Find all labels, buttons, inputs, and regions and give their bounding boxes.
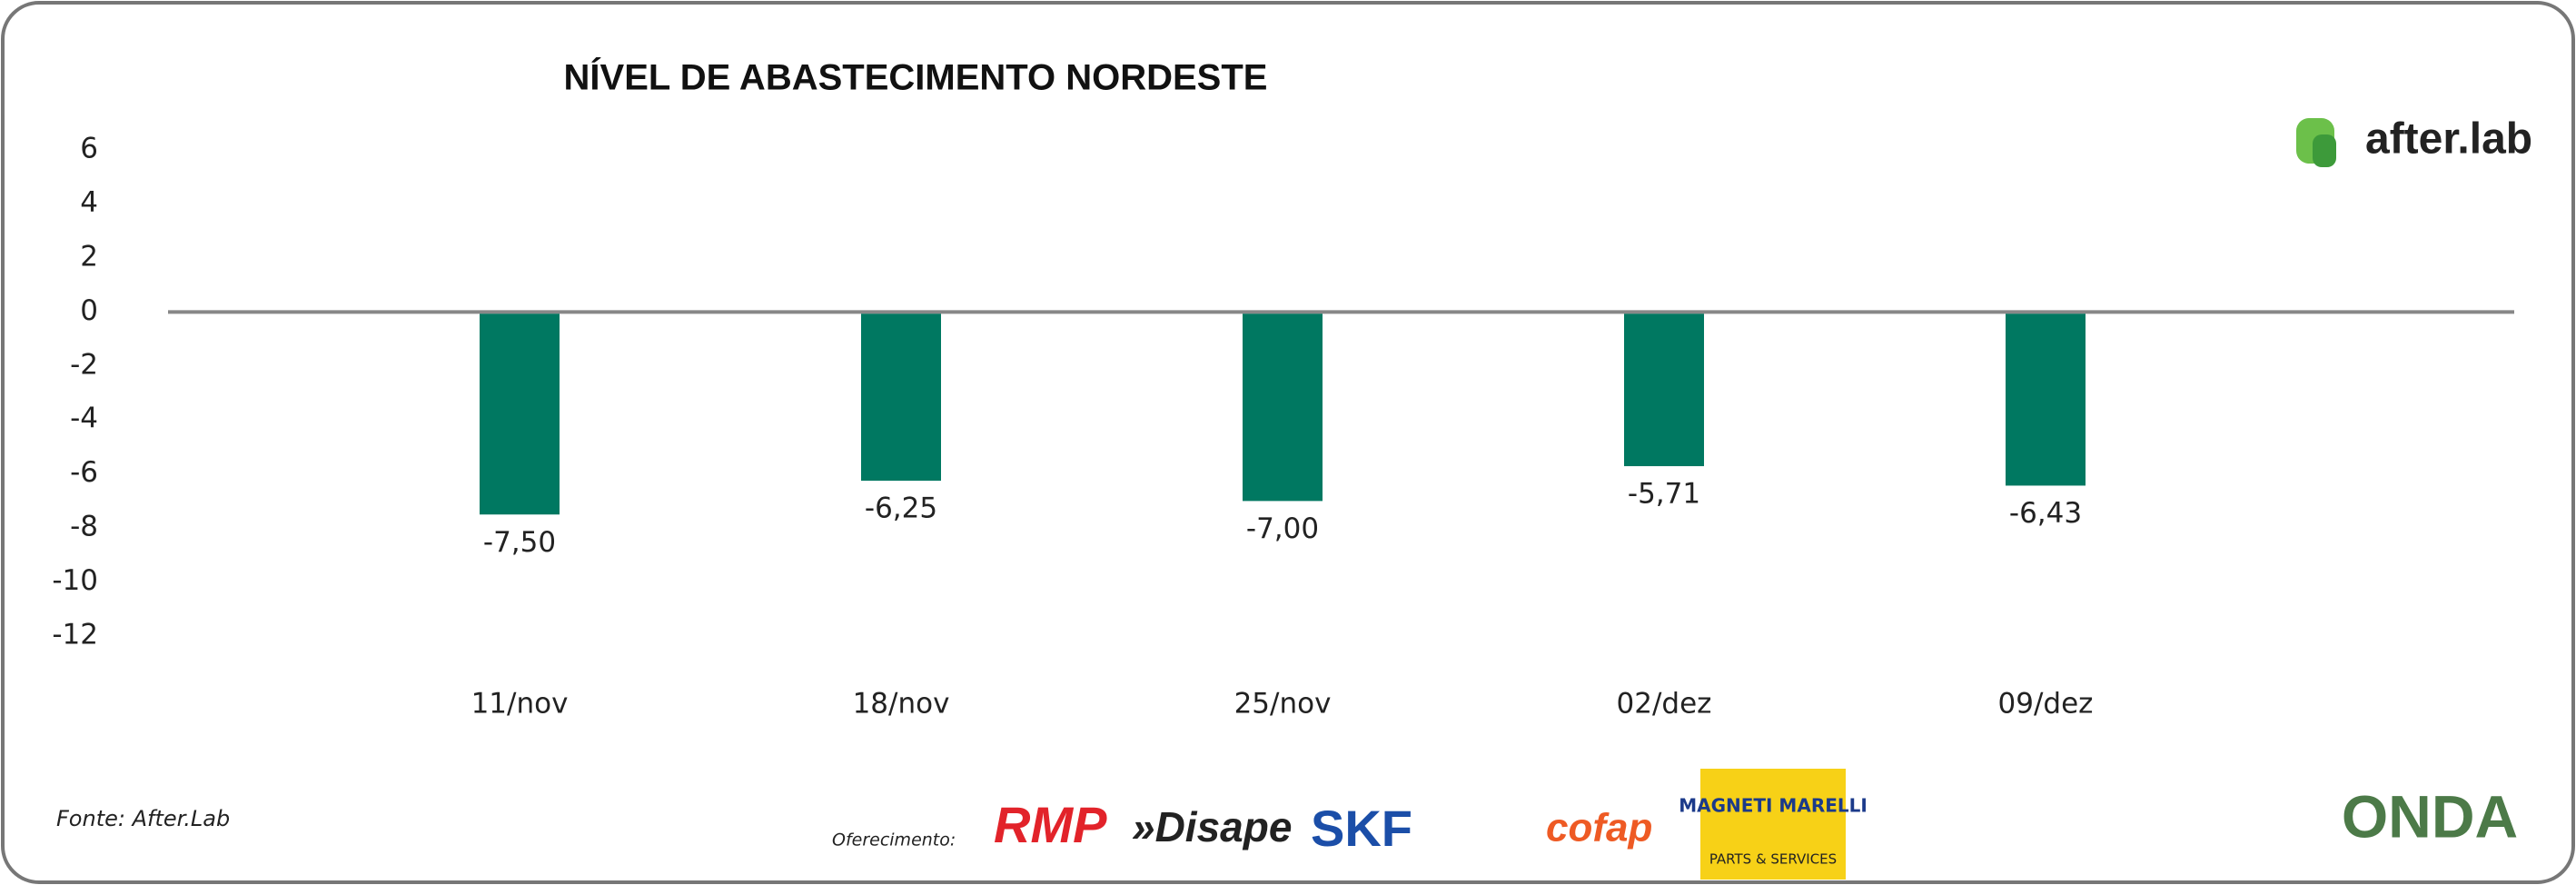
value-label: -7,00	[1246, 512, 1319, 545]
bar	[1243, 313, 1323, 502]
brand-name: after.lab	[2365, 115, 2532, 164]
sponsor-logo: MAGNETI MARELLI	[1679, 795, 1868, 817]
x-tick-label: 02/dez	[1617, 688, 1712, 721]
value-label: -6,25	[865, 492, 937, 525]
sponsor-logo: cofap	[1546, 806, 1652, 850]
y-tick-label: -8	[70, 511, 98, 543]
value-label: -5,71	[1628, 478, 1700, 511]
sponsor-box	[1700, 769, 1846, 880]
x-tick-label: 25/nov	[1234, 688, 1332, 721]
y-tick-label: -12	[52, 619, 98, 651]
sponsor-logo: RMP	[994, 796, 1107, 853]
bar	[1624, 313, 1704, 467]
x-tick-label: 18/nov	[853, 688, 950, 721]
footer-logo: ONDA	[2342, 782, 2518, 850]
bar	[861, 313, 941, 482]
source: Fonte: After.Lab	[56, 806, 230, 831]
y-tick-label: 2	[80, 240, 98, 273]
value-label: -6,43	[2009, 497, 2082, 530]
sponsor-logo: PARTS & SERVICES	[1709, 851, 1837, 868]
sponsor-logo: »Disape	[1132, 803, 1292, 850]
y-tick-label: -4	[70, 403, 98, 435]
y-tick-label: -10	[52, 564, 98, 597]
y-tick-label: 4	[80, 186, 98, 219]
y-tick-label: -2	[70, 348, 98, 381]
y-tick-label: -6	[70, 456, 98, 489]
y-tick-label: 6	[80, 133, 98, 165]
sponsor-label: Oferecimento:	[832, 830, 956, 850]
brand-logo: after.lab	[2296, 115, 2532, 167]
bar	[480, 313, 560, 515]
brand-icon	[2313, 134, 2336, 167]
sponsor-logo: SKF	[1311, 800, 1412, 857]
x-tick-label: 11/nov	[471, 688, 569, 721]
x-tick-label: 09/dez	[1998, 688, 2094, 721]
y-tick-label: 0	[80, 294, 98, 327]
value-label: -7,50	[483, 526, 556, 559]
chart-title: NÍVEL DE ABASTECIMENTO NORDESTE	[564, 57, 1268, 98]
bar	[2006, 313, 2086, 486]
